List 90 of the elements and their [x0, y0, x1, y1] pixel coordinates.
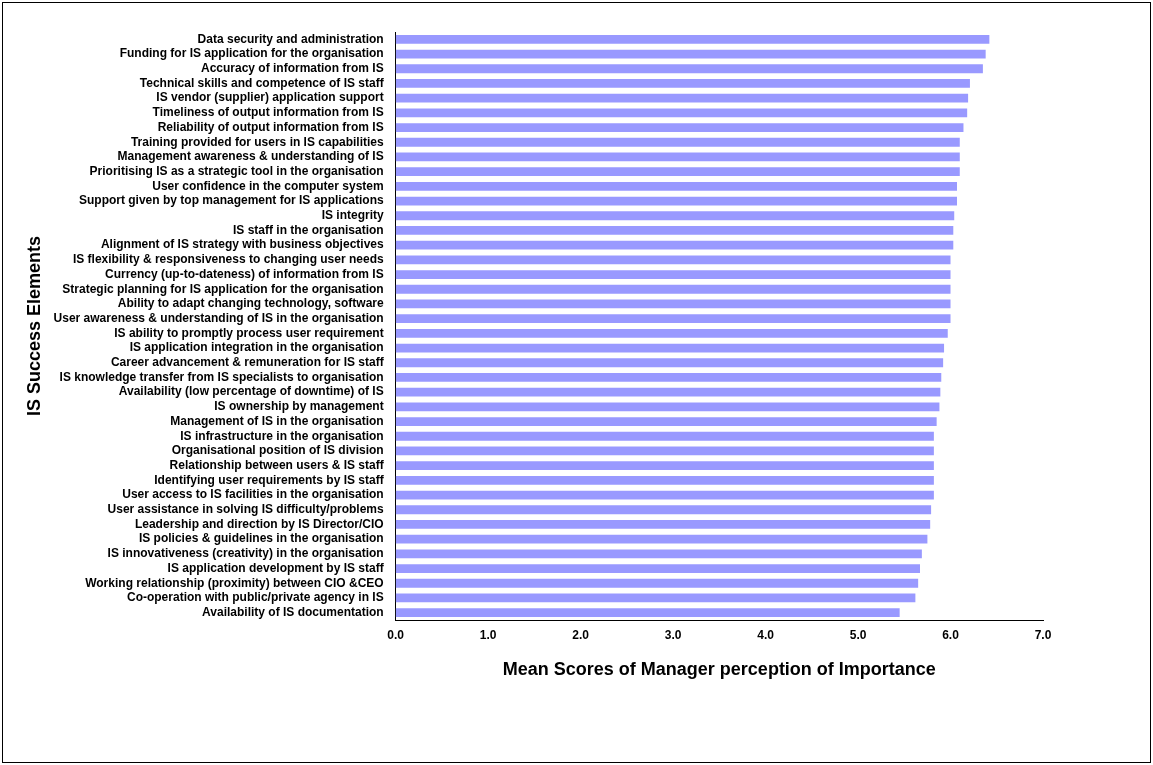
- y-tick-label: Prioritising IS as a strategic tool in the organisation: [89, 163, 384, 178]
- bar: [395, 284, 951, 294]
- bar: [395, 108, 968, 118]
- bar: [395, 314, 951, 324]
- bar: [395, 564, 921, 573]
- x-tick-label: 1.0: [479, 627, 497, 642]
- bar: [395, 328, 948, 338]
- y-tick-label: Training provided for users in IS capabilities: [130, 134, 384, 149]
- y-tick-label: Career advancement & remuneration for IS staff: [110, 355, 385, 370]
- y-tick-label: Identifying user requirements by IS staff: [154, 472, 385, 487]
- bar: [395, 64, 983, 74]
- bar: [395, 578, 919, 588]
- bar: [395, 608, 900, 618]
- y-tick-label: IS innovativeness (creativity) in the organisation: [107, 546, 384, 561]
- y-tick-label: Relationship between users & IS staff: [169, 457, 385, 472]
- bar: [395, 211, 955, 221]
- bar: [395, 534, 928, 544]
- y-tick-label: Funding for IS application for the organisation: [119, 46, 384, 61]
- bar: [395, 152, 960, 162]
- bar: [395, 475, 934, 485]
- y-tick-label: Management awareness & understanding of IS: [117, 149, 384, 164]
- bar: [395, 93, 969, 103]
- bar: [395, 270, 951, 279]
- x-tick-label: 2.0: [572, 627, 590, 642]
- y-tick-label: Alignment of IS strategy with business objectives: [100, 237, 384, 252]
- bar: [395, 402, 940, 412]
- bar: [395, 299, 951, 309]
- y-tick-label: Timeliness of output information from IS: [152, 105, 384, 120]
- y-tick-label: Co-operation with public/private agency in IS: [126, 590, 384, 605]
- y-tick-label: Technical skills and competence of IS staff: [139, 75, 385, 90]
- y-tick-label: IS flexibility & responsiveness to changing user needs: [72, 252, 384, 267]
- bar: [395, 431, 934, 441]
- bar: [395, 417, 937, 426]
- bar: [395, 358, 944, 368]
- y-tick-label: User confidence in the computer system: [152, 178, 384, 193]
- y-tick-label: IS staff in the organisation: [232, 222, 384, 237]
- bar: [395, 181, 957, 191]
- bar: [395, 343, 945, 353]
- bar: [395, 505, 932, 515]
- y-tick-label: IS ownership by management: [214, 399, 384, 414]
- y-tick-label: Reliability of output information from IS: [157, 119, 384, 134]
- y-tick-label: Accuracy of information from IS: [200, 61, 384, 76]
- bar: [395, 123, 964, 132]
- bar: [395, 549, 922, 559]
- y-tick-label: Organisational position of IS division: [171, 443, 384, 458]
- x-tick-label: 5.0: [849, 627, 867, 642]
- x-axis-title: Mean Scores of Manager perception of Importance: [502, 659, 936, 680]
- x-tick-label: 4.0: [757, 627, 775, 642]
- y-tick-label: Data security and administration: [197, 31, 384, 46]
- bar: [395, 255, 951, 265]
- bar: [395, 593, 916, 603]
- bar: [395, 167, 960, 177]
- y-tick-label: Strategic planning for IS application for the organisation: [62, 281, 384, 296]
- y-tick-label: IS vendor (supplier) application support: [156, 90, 384, 105]
- y-tick-label: Working relationship (proximity) between CIO &CEO: [85, 575, 384, 590]
- bar: [395, 490, 934, 500]
- y-tick-label: Support given by top management for IS applications: [78, 193, 384, 208]
- y-tick-label: IS knowledge transfer from IS specialists to organisation: [59, 369, 384, 384]
- bar: [395, 49, 986, 59]
- y-tick-label: User assistance in solving IS difficulty/problems: [107, 502, 384, 517]
- bar: [395, 461, 934, 471]
- x-tick-label: 6.0: [942, 627, 960, 642]
- bar: [395, 373, 942, 382]
- y-tick-label: IS application integration in the organisation: [129, 340, 384, 355]
- x-tick-label: 0.0: [387, 627, 405, 642]
- x-tick-label: 7.0: [1034, 627, 1052, 642]
- y-tick-label: Availability (low percentage of downtime) of IS: [118, 384, 384, 399]
- y-tick-label: Ability to adapt changing technology, software: [117, 296, 384, 311]
- bar: [395, 34, 990, 44]
- bar: [395, 226, 954, 235]
- bar: [395, 196, 957, 206]
- y-tick-label: IS ability to promptly process user requirement: [114, 325, 384, 340]
- y-tick-label: Availability of IS documentation: [202, 604, 384, 619]
- bar: [395, 79, 970, 88]
- y-tick-label: Management of IS in the organisation: [170, 413, 384, 428]
- bar: [395, 446, 934, 456]
- y-tick-label: IS application development by IS staff: [167, 560, 385, 575]
- y-tick-label: IS infrastructure in the organisation: [180, 428, 384, 443]
- y-tick-label: User access to IS facilities in the organisation: [122, 487, 384, 502]
- bar: [395, 137, 960, 147]
- y-tick-label: Leadership and direction by IS Director/CIO: [134, 516, 384, 531]
- bar: [395, 240, 954, 250]
- y-axis-title: IS Success Elements: [23, 235, 44, 417]
- bar: [395, 387, 941, 397]
- x-tick-label: 3.0: [664, 627, 682, 642]
- bar: [395, 520, 931, 529]
- y-tick-label: Currency (up-to-dateness) of information from IS: [104, 266, 384, 281]
- y-tick-label: IS integrity: [321, 208, 384, 223]
- y-tick-label: IS policies & guidelines in the organisation: [138, 531, 384, 546]
- y-tick-label: User awareness & understanding of IS in the organisation: [53, 310, 384, 325]
